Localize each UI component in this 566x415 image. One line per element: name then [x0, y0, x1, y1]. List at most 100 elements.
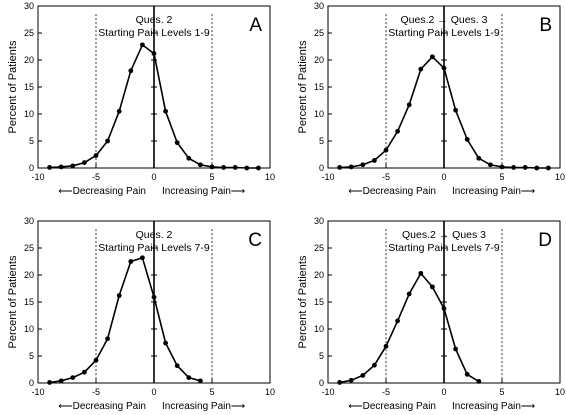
x-tick-label: 5	[499, 387, 504, 397]
x-tick-label: 10	[555, 387, 565, 397]
panel-subtitle: Starting Pain Levels 7-9	[388, 242, 500, 254]
data-point	[140, 255, 145, 261]
data-point	[337, 380, 342, 385]
panel-title: Ques. 2	[136, 14, 173, 26]
y-tick-label: 15	[24, 82, 34, 92]
x-caption-decreasing: ⟵Decreasing Pain	[58, 401, 146, 412]
data-point	[441, 306, 447, 311]
panel-subtitle: Starting Pain Levels 7-9	[98, 242, 210, 254]
y-tick-label: 10	[314, 109, 324, 119]
data-point	[116, 108, 122, 114]
data-point	[82, 160, 87, 166]
data-point	[47, 380, 52, 385]
data-point	[244, 165, 250, 171]
data-point	[174, 363, 180, 369]
data-point	[140, 42, 145, 48]
y-tick-label: 15	[314, 82, 324, 92]
x-tick-label: -5	[92, 172, 100, 182]
panel-title: Ques.2 → Ques 3	[402, 229, 486, 241]
data-point	[546, 165, 551, 171]
data-point	[395, 318, 400, 324]
y-tick-label: 0	[319, 378, 324, 388]
data-point	[105, 336, 110, 342]
x-tick-label: 10	[555, 172, 565, 182]
x-caption-decreasing: ⟵Decreasing Pain	[58, 186, 146, 197]
x-tick-label: 0	[151, 387, 156, 397]
y-tick-label: 20	[24, 55, 34, 65]
data-point	[453, 346, 458, 352]
x-caption-increasing: Increasing Pain⟶	[162, 186, 245, 197]
x-tick-label: -10	[321, 172, 334, 182]
y-tick-label: 30	[314, 216, 324, 226]
x-caption-increasing: Increasing Pain⟶	[162, 401, 245, 412]
data-point	[128, 68, 134, 74]
panel-letter: A	[249, 15, 262, 36]
y-tick-label: 25	[24, 243, 34, 253]
data-point	[372, 362, 377, 368]
data-point	[256, 165, 261, 171]
y-tick-label: 10	[24, 324, 34, 334]
y-tick-label: 15	[24, 297, 34, 307]
x-tick-label: 0	[151, 172, 156, 182]
y-tick-label: 20	[314, 55, 324, 65]
data-point	[163, 340, 169, 346]
data-point	[198, 378, 203, 384]
y-tick-label: 25	[24, 28, 34, 38]
x-tick-label: -10	[31, 172, 44, 182]
data-point	[174, 140, 180, 146]
y-axis-label: Percent of Patients	[7, 255, 19, 348]
x-caption-increasing: Increasing Pain⟶	[452, 401, 535, 412]
data-point	[209, 164, 215, 170]
data-point	[232, 165, 238, 170]
panel-subtitle: Starting Pain Levels 1-9	[388, 27, 500, 39]
x-tick-label: -10	[321, 387, 334, 397]
data-point	[406, 291, 412, 297]
panel-d: 0 5 10 15 20 25 30 -10 -5 0 5 10 Ques.2 → Ques 3Star…	[297, 216, 565, 412]
y-axis-label: Percent of Patients	[297, 255, 309, 348]
x-tick-label: 0	[441, 172, 446, 182]
data-point	[464, 136, 470, 142]
data-point	[151, 294, 157, 300]
data-point	[348, 377, 354, 383]
x-caption-increasing: Increasing Pain⟶	[452, 186, 535, 197]
data-point	[488, 162, 493, 168]
data-point	[499, 164, 505, 170]
data-point	[186, 155, 192, 161]
y-tick-label: 0	[319, 163, 324, 173]
x-tick-label: 0	[441, 387, 446, 397]
data-point	[534, 165, 540, 171]
y-tick-label: 20	[314, 270, 324, 280]
x-caption-decreasing: ⟵Decreasing Pain	[348, 186, 436, 197]
y-tick-label: 10	[314, 324, 324, 334]
data-point	[128, 259, 134, 264]
panel-b: 0 5 10 15 20 25 30 -10 -5 0 5 10 Ques.2 → Ques. 3Sta…	[297, 1, 565, 197]
data-point	[58, 164, 64, 170]
x-tick-label: 5	[499, 172, 504, 182]
y-tick-label: 0	[29, 163, 34, 173]
data-point	[105, 138, 110, 144]
data-point	[116, 293, 122, 298]
data-point	[93, 357, 99, 363]
data-point	[372, 158, 377, 163]
y-tick-label: 5	[29, 136, 34, 146]
data-point	[70, 375, 76, 380]
data-point	[93, 153, 99, 158]
data-point	[221, 165, 227, 170]
panel-subtitle: Starting Pain Levels 1-9	[98, 27, 210, 39]
panel-letter: D	[538, 230, 552, 251]
data-point	[47, 165, 52, 170]
y-axis-label: Percent of Patients	[7, 40, 19, 133]
y-axis-label: Percent of Patients	[297, 40, 309, 133]
y-tick-label: 0	[29, 378, 34, 388]
y-tick-label: 15	[314, 297, 324, 307]
data-point	[464, 371, 470, 377]
panel-letter: B	[539, 15, 552, 36]
x-tick-label: -10	[31, 387, 44, 397]
x-tick-label: 10	[265, 172, 275, 182]
x-tick-label: 5	[209, 387, 214, 397]
y-tick-label: 30	[24, 1, 34, 11]
panel-title: Ques.2 → Ques. 3	[401, 14, 488, 26]
